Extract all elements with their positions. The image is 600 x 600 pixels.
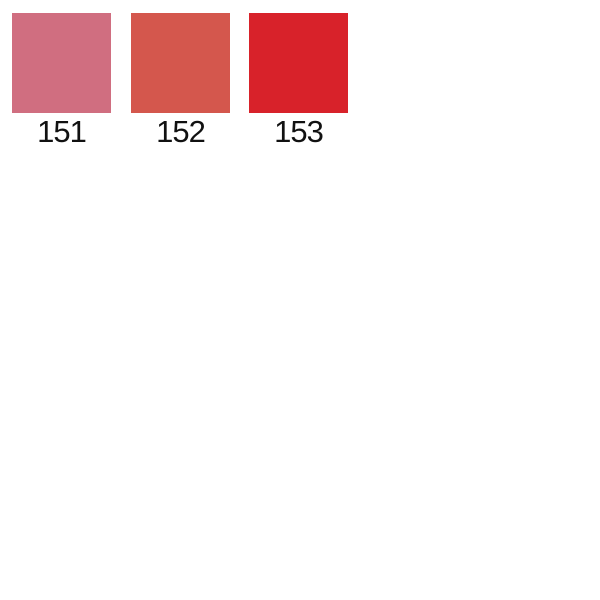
color-swatch: 151: [12, 13, 111, 149]
swatch-label: 153: [274, 114, 324, 149]
swatch-color-box: [12, 13, 111, 113]
color-swatch: 153: [249, 13, 348, 149]
swatch-color-box: [131, 13, 230, 113]
color-swatch: 152: [131, 13, 230, 149]
swatch-label: 151: [37, 114, 87, 149]
swatch-label: 152: [156, 114, 206, 149]
swatch-color-box: [249, 13, 348, 113]
